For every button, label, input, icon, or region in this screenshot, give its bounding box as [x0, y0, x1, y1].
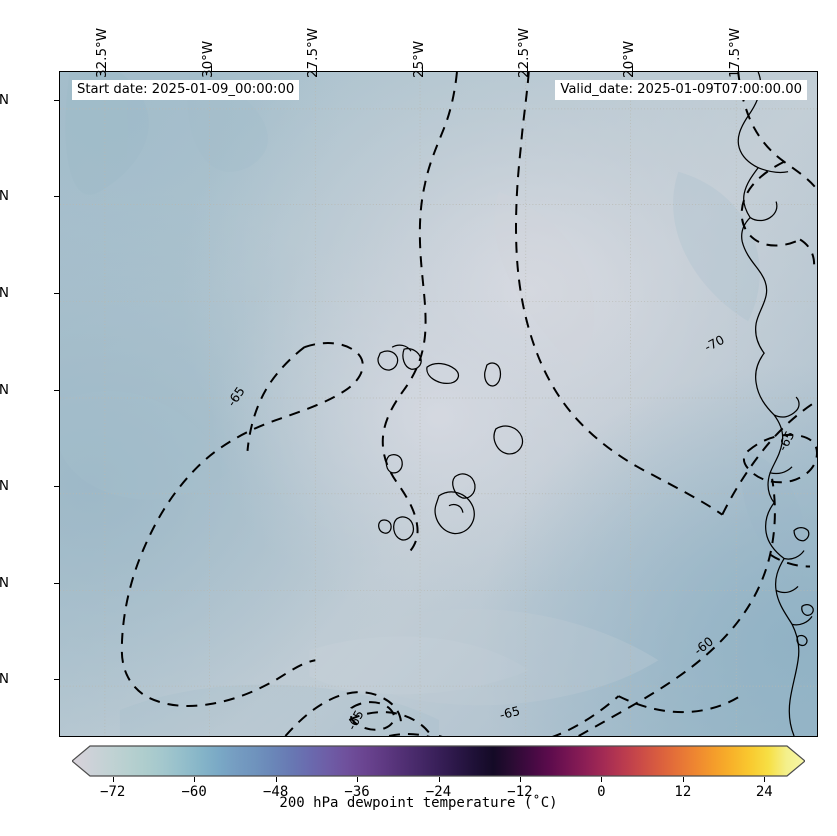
latitude-tick-label: 14°N: [0, 478, 9, 495]
latitude-tick-mark: [54, 99, 59, 101]
longitude-tick-mark: [105, 66, 107, 71]
graticule-gridlines: [60, 72, 817, 736]
latitude-tick-mark: [54, 582, 59, 584]
colorbar-tick-mark: [764, 777, 766, 782]
colorbar-tick-label: 12: [674, 784, 692, 800]
longitude-tick-label: 22.5°W: [516, 27, 533, 78]
colorbar[interactable]: [72, 745, 805, 777]
valid-date-annotation: Valid_date: 2025-01-09T07:00:00.00: [555, 80, 807, 101]
colorbar-tick-mark: [194, 777, 196, 782]
colorbar-tick-label: −24: [425, 784, 452, 800]
colorbar-tick-label: −12: [507, 784, 533, 800]
contour-label: -65: [224, 384, 248, 409]
longitude-tick-label: 27.5°W: [305, 27, 322, 78]
longitude-tick-mark: [737, 66, 739, 71]
coastline-layer: [737, 72, 814, 736]
colorbar-tick-mark: [519, 777, 521, 782]
contour-label: -60: [691, 634, 716, 658]
latitude-tick-label: 20°N: [0, 188, 9, 205]
latitude-tick-mark: [54, 293, 59, 294]
dewpoint-field-raster: [60, 72, 817, 736]
latitude-tick-mark: [54, 679, 59, 681]
longitude-tick-label: 32.5°W: [94, 27, 111, 78]
longitude-tick-label: 20°W: [621, 40, 638, 78]
colorbar-tick-label: −72: [100, 784, 126, 800]
map-plot-area[interactable]: -65 -70 -60 -65 -65 -65 Start date: 2025…: [59, 71, 818, 737]
colorbar-tick-mark: [275, 777, 277, 782]
cape-verde-islands: [377, 344, 524, 541]
contour-label: -65: [344, 707, 367, 732]
latitude-tick-label: 10°N: [0, 671, 9, 688]
contour-label-group: -65 -70 -60 -65 -65 -65: [224, 332, 798, 733]
latitude-tick-mark: [54, 196, 59, 198]
colorbar-tick-label: 0: [597, 784, 606, 800]
colorbar-tick-label: −48: [262, 784, 289, 800]
latitude-tick-mark: [54, 486, 59, 488]
longitude-tick-mark: [421, 66, 423, 71]
colorbar-tick-label: 24: [755, 784, 773, 800]
longitude-tick-mark: [527, 66, 529, 71]
colorbar-tick-label: −36: [344, 784, 370, 800]
map-overlay: -65 -70 -60 -65 -65 -65: [60, 72, 817, 736]
colorbar-tick-mark: [682, 777, 684, 782]
longitude-tick-mark: [210, 66, 212, 71]
colorbar-tick-mark: [357, 777, 359, 782]
colorbar-gradient: [72, 745, 805, 777]
latitude-tick-mark: [54, 389, 59, 391]
longitude-tick-label: 30°W: [199, 40, 216, 78]
longitude-tick-label: 25°W: [410, 40, 427, 78]
start-date-annotation: Start date: 2025-01-09_00:00:00: [72, 80, 300, 101]
longitude-tick-mark: [316, 66, 318, 71]
colorbar-label: 200 hPa dewpoint temperature (˚C): [279, 795, 558, 811]
latitude-tick-label: 12°N: [0, 574, 9, 591]
longitude-tick-mark: [632, 66, 634, 71]
contour-label: -70: [702, 332, 727, 355]
latitude-tick-label: 16°N: [0, 381, 9, 398]
colorbar-tick-label: −60: [181, 784, 207, 800]
longitude-tick-label: 17.5°W: [726, 27, 743, 78]
contour-lines: [120, 72, 817, 736]
contour-label: -65: [498, 703, 521, 722]
colorbar-tick-mark: [112, 777, 114, 782]
latitude-tick-label: 22°N: [0, 91, 9, 108]
colorbar-tick-mark: [601, 777, 603, 782]
latitude-tick-label: 18°N: [0, 285, 9, 301]
colorbar-tick-mark: [438, 777, 440, 782]
